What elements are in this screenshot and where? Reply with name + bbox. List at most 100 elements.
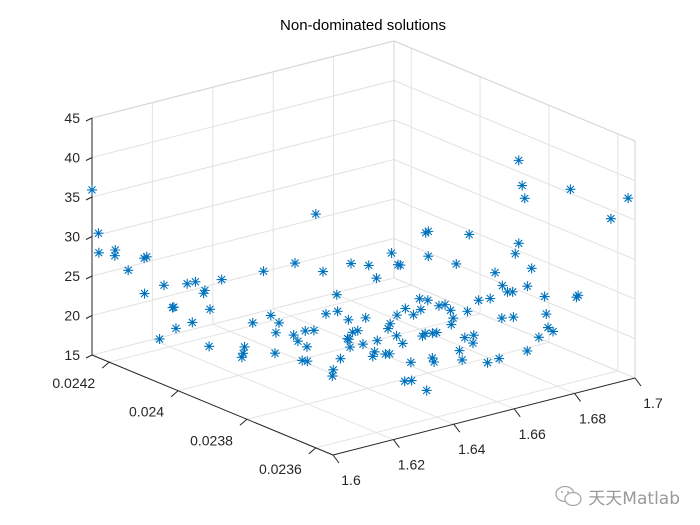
data-point bbox=[300, 325, 311, 336]
asterisk-marker bbox=[414, 293, 425, 304]
floor-grid-line bbox=[333, 292, 575, 394]
y-tick-label: 0.024 bbox=[129, 404, 164, 420]
asterisk-marker bbox=[533, 332, 544, 343]
back-wall-grid-line bbox=[91, 159, 395, 237]
side-wall-grid-line bbox=[393, 238, 636, 339]
data-point bbox=[415, 304, 426, 315]
asterisk-marker bbox=[109, 250, 120, 261]
x-tick-label: 1.6 bbox=[341, 472, 361, 488]
data-point bbox=[482, 357, 493, 368]
z-tick-label: 15 bbox=[64, 347, 80, 363]
data-point bbox=[93, 247, 104, 258]
side-wall-grid-line bbox=[393, 159, 636, 260]
data-point bbox=[385, 318, 396, 329]
asterisk-marker bbox=[422, 295, 433, 306]
asterisk-marker bbox=[408, 309, 419, 320]
asterisk-marker bbox=[548, 326, 559, 337]
asterisk-marker bbox=[510, 248, 521, 259]
asterisk-marker bbox=[154, 334, 165, 345]
side-wall-grid-line bbox=[393, 80, 636, 181]
data-point bbox=[510, 248, 521, 259]
asterisk-marker bbox=[198, 288, 209, 299]
data-point bbox=[457, 354, 468, 365]
asterisk-marker bbox=[446, 319, 457, 330]
data-point bbox=[467, 338, 478, 349]
asterisk-marker bbox=[358, 339, 369, 350]
asterisk-marker bbox=[420, 227, 431, 238]
data-point bbox=[301, 341, 312, 352]
asterisk-marker bbox=[93, 228, 104, 239]
y-tick bbox=[170, 390, 179, 398]
data-point bbox=[539, 291, 550, 302]
asterisk-marker bbox=[392, 310, 403, 321]
data-points bbox=[87, 155, 634, 396]
data-point bbox=[288, 330, 299, 341]
data-point bbox=[352, 325, 363, 336]
z-tick bbox=[85, 275, 93, 280]
data-point bbox=[182, 278, 193, 289]
data-point bbox=[494, 353, 505, 364]
x-tick-label: 1.64 bbox=[458, 441, 485, 457]
asterisk-marker bbox=[167, 302, 178, 313]
data-point bbox=[421, 385, 432, 396]
asterisk-marker bbox=[517, 180, 528, 191]
data-point bbox=[265, 310, 276, 321]
z-tick bbox=[85, 196, 93, 201]
data-point bbox=[565, 184, 576, 195]
asterisk-marker bbox=[343, 334, 354, 345]
asterisk-marker bbox=[445, 305, 456, 316]
side-wall-grid-line bbox=[393, 119, 636, 221]
asterisk-marker bbox=[415, 304, 426, 315]
data-point bbox=[408, 309, 419, 320]
asterisk-marker bbox=[318, 266, 329, 277]
asterisk-marker bbox=[205, 304, 216, 315]
data-point bbox=[236, 352, 247, 363]
asterisk-marker bbox=[352, 325, 363, 336]
asterisk-marker bbox=[383, 323, 394, 334]
floor-grid-line bbox=[109, 284, 412, 363]
data-point bbox=[427, 352, 438, 363]
wechat-icon bbox=[555, 485, 582, 507]
floor-grid-line bbox=[315, 370, 618, 449]
data-point bbox=[542, 322, 553, 333]
data-point bbox=[508, 312, 519, 323]
y-tick-label: 0.0238 bbox=[190, 432, 233, 448]
asterisk-marker bbox=[380, 349, 391, 360]
asterisk-marker bbox=[399, 376, 410, 387]
asterisk-marker bbox=[199, 285, 210, 296]
asterisk-marker bbox=[123, 265, 134, 276]
data-point bbox=[468, 330, 479, 341]
asterisk-marker bbox=[258, 266, 269, 277]
asterisk-marker bbox=[270, 327, 281, 338]
asterisk-marker bbox=[328, 364, 339, 375]
asterisk-marker bbox=[502, 286, 513, 297]
asterisk-marker bbox=[170, 323, 181, 334]
data-point bbox=[541, 309, 552, 320]
asterisk-marker bbox=[423, 251, 434, 262]
asterisk-marker bbox=[335, 353, 346, 364]
x-axis-line bbox=[332, 377, 636, 456]
data-point bbox=[270, 327, 281, 338]
data-point bbox=[502, 286, 513, 297]
data-point bbox=[522, 281, 533, 292]
asterisk-marker bbox=[187, 317, 198, 328]
z-tick bbox=[85, 236, 93, 240]
asterisk-marker bbox=[204, 341, 215, 352]
asterisk-marker bbox=[429, 356, 440, 367]
asterisk-marker bbox=[367, 351, 378, 362]
data-point bbox=[526, 263, 537, 274]
asterisk-marker bbox=[301, 341, 312, 352]
box-edge bbox=[393, 40, 636, 142]
data-point bbox=[87, 184, 97, 195]
asterisk-marker bbox=[496, 313, 507, 324]
asterisk-marker bbox=[462, 306, 473, 317]
data-point bbox=[109, 250, 120, 261]
asterisk-marker bbox=[497, 280, 508, 291]
asterisk-marker bbox=[541, 309, 552, 320]
data-point bbox=[391, 330, 402, 341]
asterisk-marker bbox=[427, 352, 438, 363]
asterisk-marker bbox=[565, 184, 576, 195]
data-point bbox=[216, 274, 227, 285]
asterisk-marker bbox=[265, 310, 276, 321]
asterisk-marker bbox=[427, 328, 438, 339]
